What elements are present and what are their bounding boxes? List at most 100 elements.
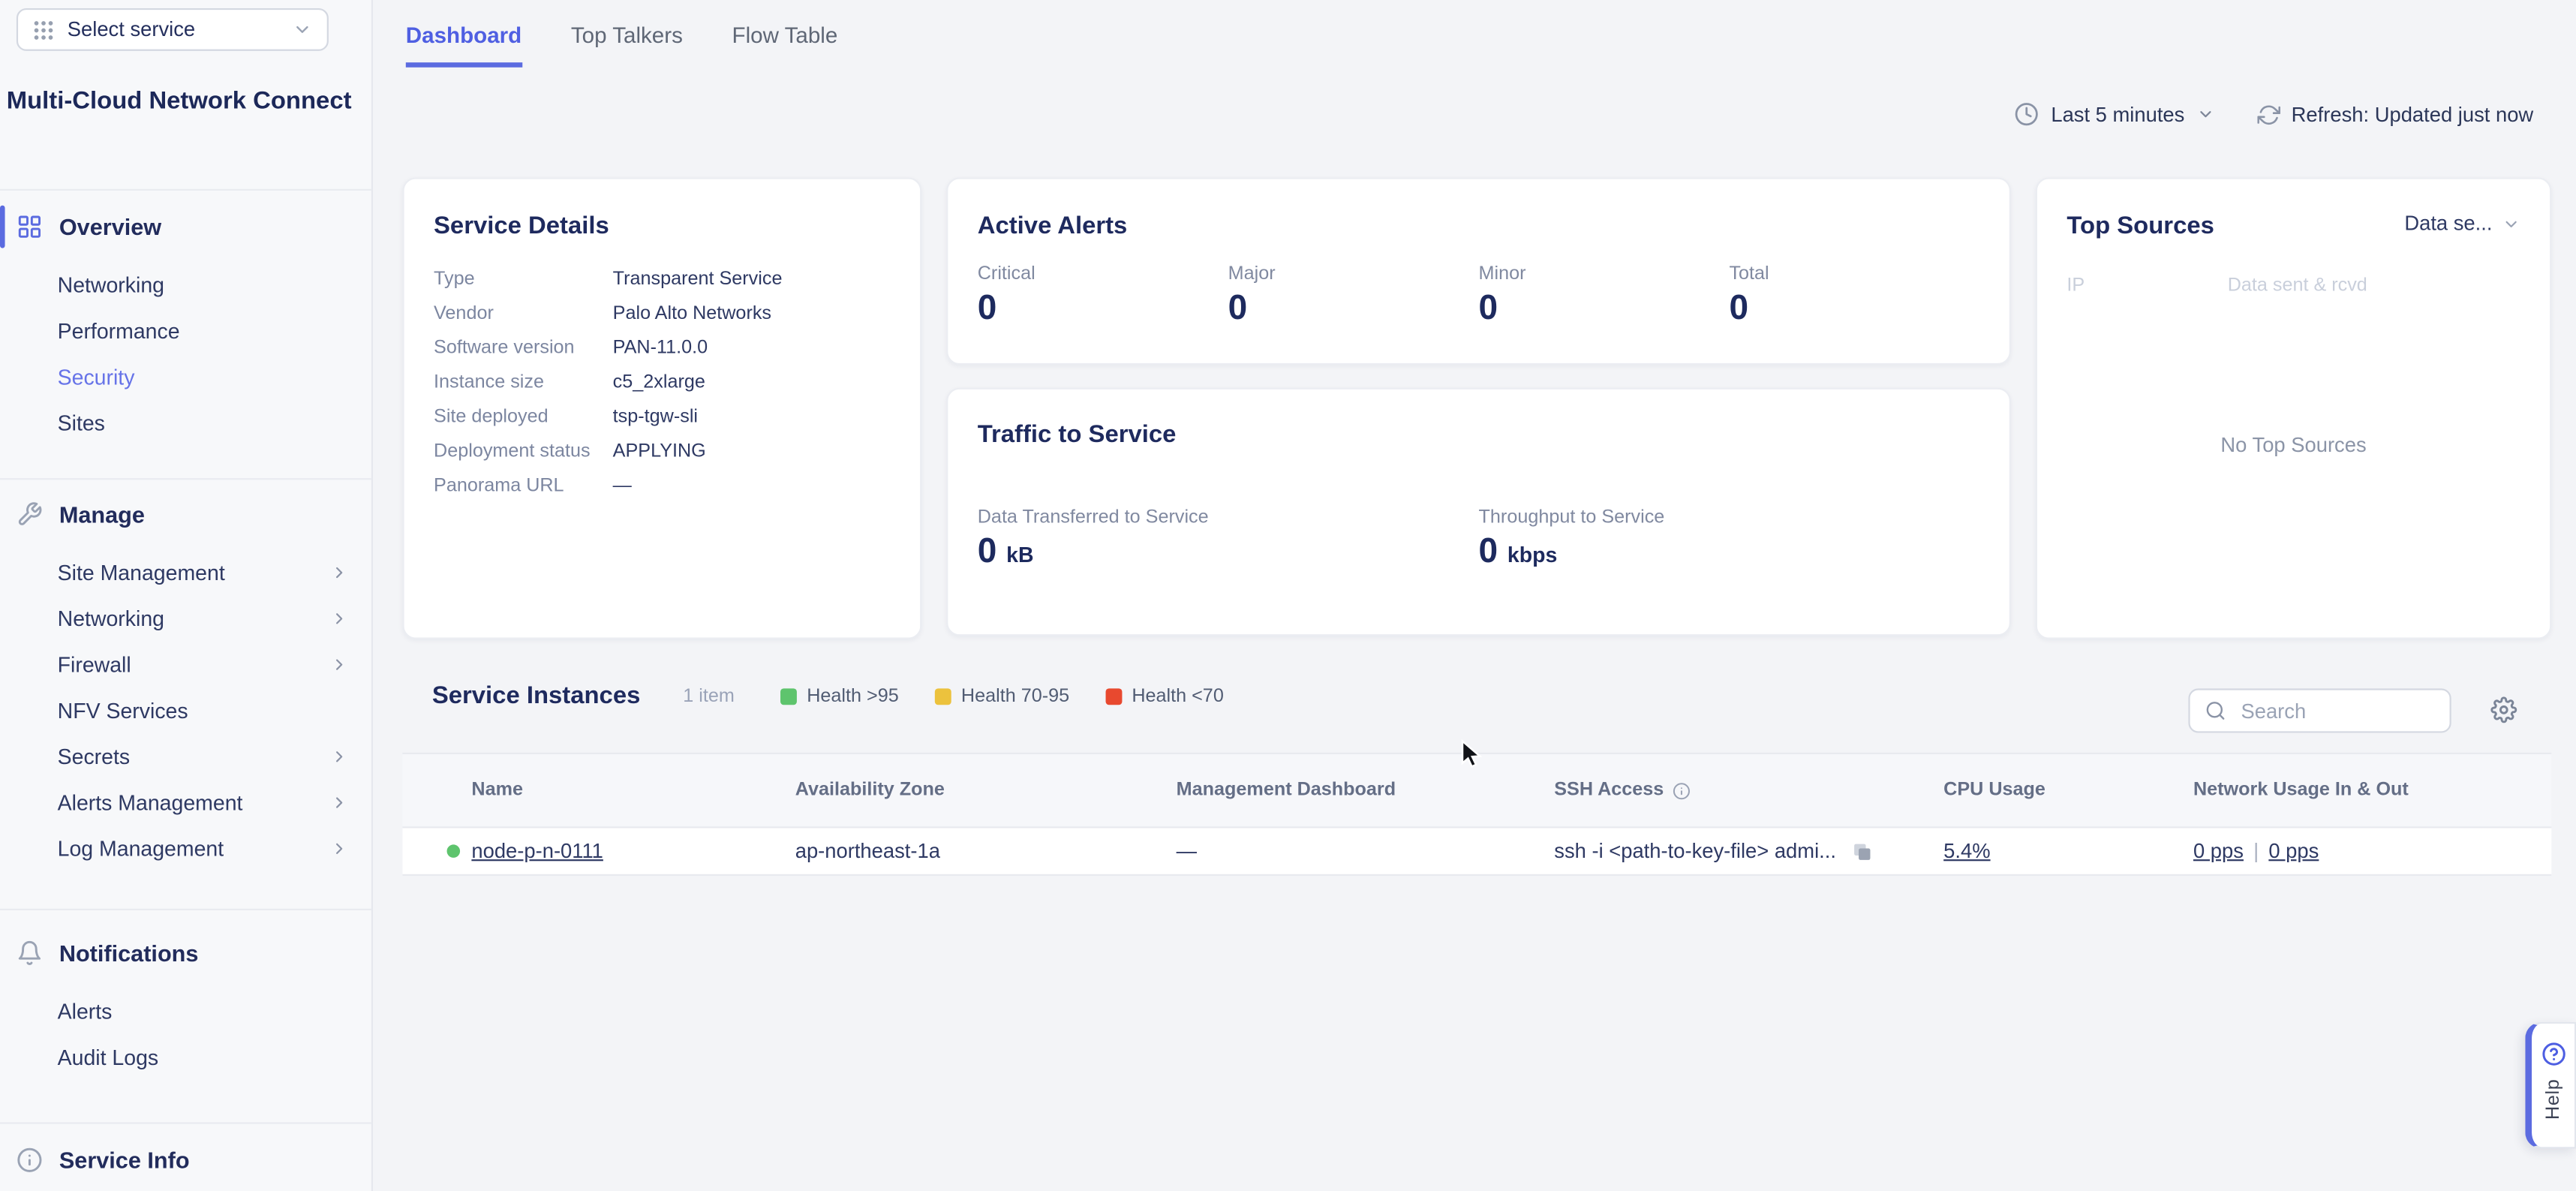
service-details-rows: Type Transparent Service Vendor Palo Alto …	[434, 263, 891, 504]
sidebar-item-networking[interactable]: Networking	[57, 272, 165, 297]
overview-icon	[18, 215, 41, 238]
stat-throughput: Throughput to Service 0 kbps	[1478, 507, 1665, 570]
col-network-usage: Network Usage In & Out	[2193, 780, 2409, 801]
service-info-items: About	[0, 1188, 371, 1191]
col-availability-zone: Availability Zone	[795, 780, 945, 801]
service-instances-header: Service Instances 1 item Health >95 Heal…	[432, 682, 1224, 710]
chevron-right-icon	[336, 750, 343, 762]
chevron-right-icon	[336, 796, 343, 808]
active-alerts-title: Active Alerts	[977, 212, 1128, 240]
top-sources-columns: IP Data sent & rcvd	[2067, 275, 2367, 296]
active-section-indicator	[0, 205, 5, 248]
chevron-right-icon	[336, 566, 343, 578]
detail-row: Software version PAN-11.0.0	[434, 338, 708, 359]
cell-network-usage: 0 pps | 0 pps	[2193, 839, 2319, 863]
cpu-usage-link[interactable]: 5.4%	[1943, 839, 1991, 863]
legend-health-warn: Health 70-95	[934, 686, 1069, 705]
tab-top-talkers[interactable]: Top Talkers	[570, 23, 683, 48]
sidebar-item-performance[interactable]: Performance	[57, 317, 180, 343]
col-name: Name	[471, 780, 523, 801]
main-content: Dashboard Top Talkers Flow Table Last 5 …	[374, 0, 2576, 1191]
service-selector[interactable]: Select service	[16, 8, 329, 51]
top-sources-metric-dropdown[interactable]: Data se...	[2404, 212, 2520, 235]
sidebar-item-sites[interactable]: Sites	[57, 410, 105, 435]
health-status-dot	[446, 844, 461, 858]
tab-dashboard[interactable]: Dashboard	[405, 23, 522, 68]
time-range-selector[interactable]: Last 5 minutes	[2015, 102, 2214, 127]
chevron-down-icon	[2199, 111, 2211, 118]
gear-icon[interactable]	[2490, 696, 2517, 723]
sidebar-section-service-info[interactable]: Service Info	[0, 1135, 371, 1185]
tab-flow-table[interactable]: Flow Table	[732, 23, 838, 48]
detail-row: Vendor Palo Alto Networks	[434, 304, 772, 324]
yellow-swatch	[934, 687, 951, 705]
section-label-overview: Overview	[59, 213, 162, 240]
sidebar-item-audit-logs[interactable]: Audit Logs	[57, 1044, 159, 1069]
search-input[interactable]	[2238, 697, 2435, 724]
chevron-down-icon	[296, 26, 308, 33]
col-ssh-access: SSH Access	[1554, 780, 1943, 800]
help-tab[interactable]: Help	[2525, 1021, 2576, 1149]
service-details-title: Service Details	[434, 212, 609, 240]
section-label-manage: Manage	[59, 501, 145, 528]
sidebar-section-manage[interactable]: Manage	[0, 489, 371, 539]
toolbar: Last 5 minutes Refresh: Updated just now	[2015, 102, 2533, 127]
copy-icon[interactable]	[1851, 841, 1872, 862]
sidebar-item-secrets[interactable]: Secrets	[0, 733, 371, 779]
sidebar-item-alerts-management[interactable]: Alerts Management	[0, 779, 371, 825]
sidebar-item-firewall[interactable]: Firewall	[0, 641, 371, 687]
info-icon[interactable]	[1672, 781, 1690, 799]
refresh-button[interactable]: Refresh: Updated just now	[2256, 102, 2534, 126]
nav-section-notifications: Notifications Alerts Audit Logs	[0, 908, 371, 1123]
legend-health-good: Health >95	[780, 686, 899, 705]
sidebar-item-security[interactable]: Security	[57, 363, 135, 389]
app-title: Multi-Cloud Network Connect	[6, 87, 352, 116]
instances-search-box[interactable]	[2188, 688, 2451, 733]
info-icon	[17, 1147, 42, 1172]
network-in-link[interactable]: 0 pps	[2193, 839, 2244, 863]
detail-row: Site deployed tsp-tgw-sli	[434, 407, 699, 428]
manage-items: Site Management Networking Firewall NFV …	[0, 549, 371, 871]
cell-availability-zone: ap-northeast-1a	[795, 839, 940, 863]
detail-row: Type Transparent Service	[434, 269, 783, 290]
sidebar-section-overview[interactable]: Overview	[0, 202, 371, 251]
refresh-status-label: Refresh: Updated just now	[2291, 102, 2534, 126]
instance-name-link[interactable]: node-p-n-0111	[471, 839, 603, 863]
refresh-icon	[2256, 104, 2280, 124]
section-label-service-info: Service Info	[59, 1147, 190, 1174]
network-out-link[interactable]: 0 pps	[2268, 839, 2319, 863]
stat-total: Total 0	[1729, 264, 1769, 327]
chevron-right-icon	[336, 658, 343, 669]
sidebar-item-about[interactable]: About	[0, 1188, 371, 1191]
detail-row: Deployment status APPLYING	[434, 441, 706, 462]
service-instances-title: Service Instances	[431, 681, 641, 710]
service-details-card: Service Details Type Transparent Service …	[402, 177, 922, 639]
active-alerts-card: Active Alerts Critical 0 Major 0 Minor 0 To…	[946, 177, 2011, 365]
detail-row: Instance size c5_2xlarge	[434, 373, 705, 393]
sidebar-nav: Overview Networking Performance Security…	[0, 188, 371, 1191]
top-sources-title: Top Sources	[2067, 212, 2214, 240]
stat-critical: Critical 0	[977, 264, 1036, 327]
sidebar-item-alerts[interactable]: Alerts	[57, 998, 113, 1023]
wrench-icon	[18, 502, 42, 525]
sidebar-item-log-management[interactable]: Log Management	[0, 825, 371, 871]
help-circle-icon	[2541, 1042, 2565, 1066]
col-management-dashboard: Management Dashboard	[1176, 780, 1396, 801]
health-legend: Health >95 Health 70-95 Health <70	[780, 686, 1224, 705]
sidebar-section-notifications[interactable]: Notifications	[0, 928, 371, 978]
cell-management-dashboard: —	[1176, 839, 1198, 863]
nav-section-overview: Overview Networking Performance Security…	[0, 188, 371, 478]
sidebar: Select service Multi-Cloud Network Conne…	[0, 0, 374, 1191]
sidebar-item-manage-networking[interactable]: Networking	[0, 595, 371, 641]
stat-minor: Minor 0	[1478, 264, 1526, 327]
clock-icon	[2015, 103, 2039, 126]
sidebar-item-nfv-services[interactable]: NFV Services	[57, 697, 188, 723]
instances-table: Name Availability Zone Management Dashbo…	[402, 752, 2552, 877]
top-sources-empty-state: No Top Sources	[2220, 434, 2367, 457]
sidebar-item-site-management[interactable]: Site Management	[0, 549, 371, 594]
stat-major: Major 0	[1228, 264, 1276, 327]
app-grid-icon	[34, 20, 53, 39]
cell-ssh-access: ssh -i <path-to-key-file> admi...	[1554, 840, 1943, 862]
time-range-label: Last 5 minutes	[2051, 102, 2185, 126]
